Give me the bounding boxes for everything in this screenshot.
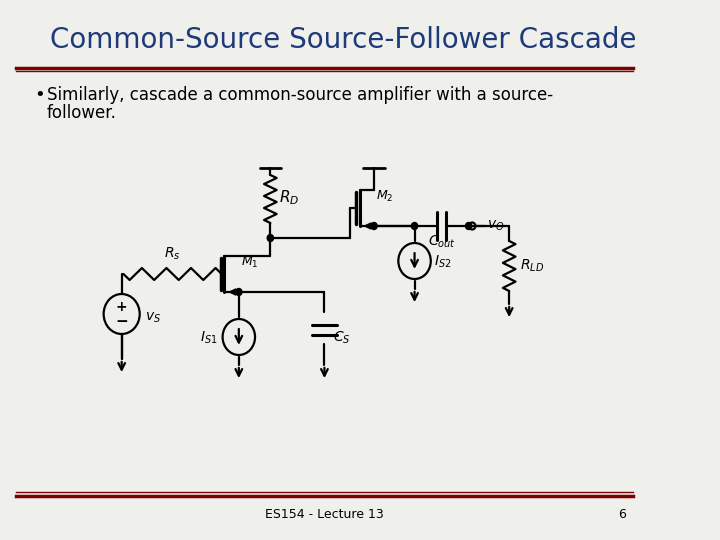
Text: •: •	[35, 86, 45, 104]
Text: $C_{out}$: $C_{out}$	[428, 234, 456, 251]
Text: $I_{S2}$: $I_{S2}$	[434, 254, 452, 271]
Text: $C_S$: $C_S$	[333, 330, 351, 346]
Text: $M_2$: $M_2$	[376, 188, 393, 204]
Text: +: +	[116, 300, 127, 314]
Text: $R_D$: $R_D$	[279, 188, 300, 207]
Text: Similarly, cascade a common-source amplifier with a source-: Similarly, cascade a common-source ampli…	[47, 86, 553, 104]
Text: $R_s$: $R_s$	[164, 246, 181, 262]
Text: ES154 - Lecture 13: ES154 - Lecture 13	[265, 509, 384, 522]
Circle shape	[465, 222, 472, 230]
Text: $M_1$: $M_1$	[240, 254, 258, 269]
Text: $v_S$: $v_S$	[145, 311, 161, 325]
Text: 6: 6	[618, 509, 626, 522]
Circle shape	[235, 288, 242, 295]
Circle shape	[411, 222, 418, 230]
Text: $I_{S1}$: $I_{S1}$	[199, 330, 217, 346]
Circle shape	[371, 222, 377, 230]
Text: $R_{LD}$: $R_{LD}$	[520, 258, 544, 274]
Text: $v_O$: $v_O$	[487, 219, 504, 233]
Text: Common-Source Source-Follower Cascade: Common-Source Source-Follower Cascade	[50, 26, 636, 54]
Text: −: −	[115, 314, 128, 328]
Text: follower.: follower.	[47, 104, 117, 122]
Circle shape	[267, 234, 274, 241]
